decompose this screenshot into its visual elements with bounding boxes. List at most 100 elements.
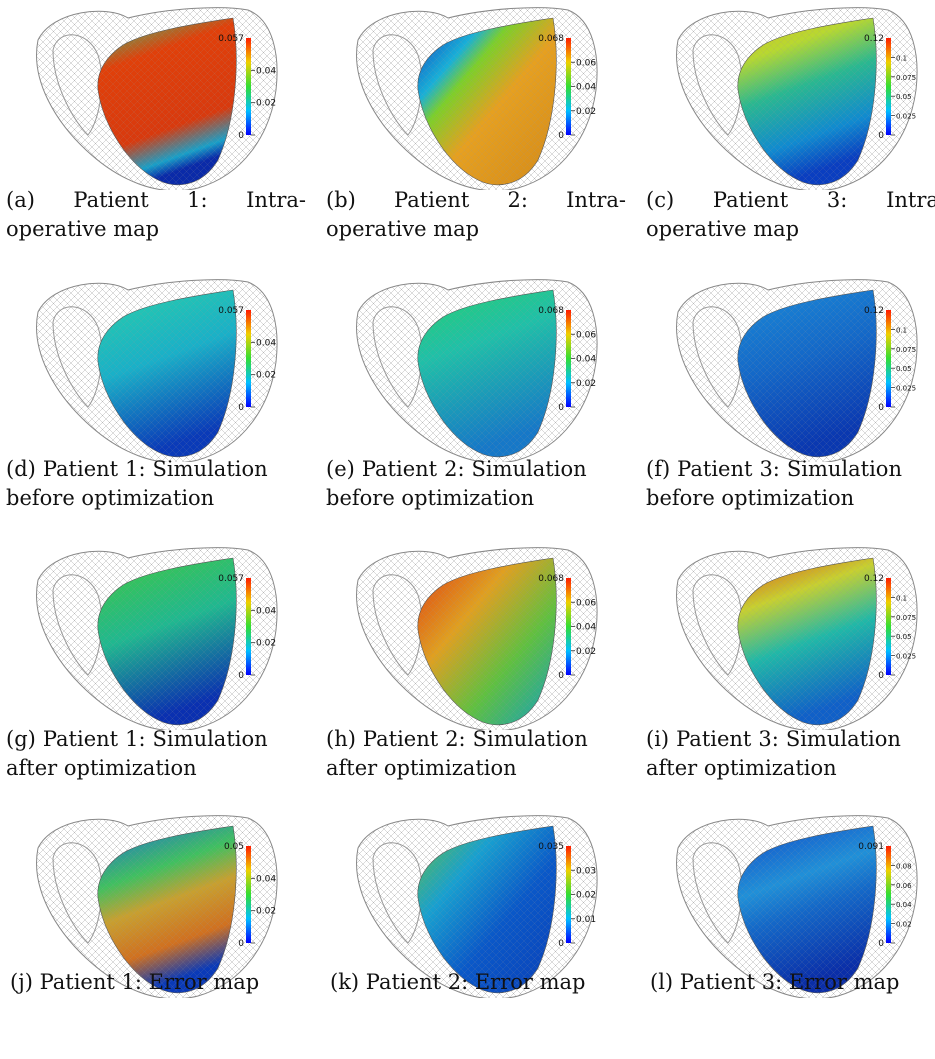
colorbar-tick-label: 0.02 [576, 891, 596, 901]
heart-render-i: 0.12 0.1 0.075 0.05 0.025 0 [676, 547, 918, 730]
colorbar-tick-label: 0.02 [256, 639, 276, 649]
colorbar-tick-label: 0 [878, 671, 884, 681]
colorbar-tick-label: 0.05 [896, 93, 912, 101]
caption-line-1: (e) Patient 2: Simulation [326, 455, 626, 484]
heart-render-f: 0.12 0.1 0.075 0.05 0.025 0 [676, 279, 918, 462]
caption-word: Simulation [472, 727, 588, 751]
colorbar-tick-label: 0.05 [896, 365, 912, 373]
caption-word: (e) [326, 457, 355, 481]
mesh-inner-loop [692, 574, 743, 676]
caption-word: Patient [361, 457, 438, 481]
panel-b: 0.068 0.06 0.04 0.02 0 [328, 0, 628, 190]
caption-word: 2: [444, 457, 465, 481]
caption-word: Patient [73, 188, 149, 212]
colorbar-tick-label: 0.025 [896, 113, 916, 121]
caption-line-2: after optimization [6, 756, 197, 780]
caption-word: 3: [758, 727, 779, 751]
colorbar-tick-label: 0.04 [576, 355, 596, 365]
colorbar-tick-label: 0 [878, 939, 884, 949]
heart-render-c: 0.12 0.1 0.075 0.05 0.025 0 [676, 7, 918, 190]
caption-word: (h) [326, 727, 356, 751]
colorbar-max-label: 0.091 [858, 842, 884, 852]
colorbar [886, 310, 891, 407]
caption-d: (d) Patient 1: Simulation before optimizatio… [6, 455, 306, 513]
panel-j: 0.05 0.04 0.02 0 [8, 808, 308, 998]
colorbar [566, 578, 571, 675]
mesh-inner-loop [372, 842, 423, 944]
colorbar-tick-label: 0.02 [256, 99, 276, 109]
colorbar-tick-label: 0.1 [896, 594, 907, 602]
colorbar [886, 846, 891, 943]
caption-line-1: (f) Patient 3: Simulation [646, 455, 935, 484]
heart-render-b: 0.068 0.06 0.04 0.02 0 [356, 7, 598, 190]
caption-j: (j) Patient 1: Error map [10, 968, 310, 997]
colorbar-tick-label: 0 [238, 671, 244, 681]
colorbar [246, 846, 251, 943]
panel-d: 0.057 0.04 0.02 0 [8, 272, 308, 462]
caption-a: (a) Patient 1: Intra-operative map [6, 186, 306, 244]
mesh-inner-loop [52, 34, 103, 136]
colorbar [246, 310, 251, 407]
caption-h: (h) Patient 2: Simulation after optimization [326, 725, 626, 783]
caption-word: Simulation [785, 727, 901, 751]
caption-line-2: after optimization [646, 756, 837, 780]
colorbar-max-label: 0.068 [538, 574, 564, 584]
caption-word: Intra- [246, 188, 306, 212]
colorbar-tick-label: 0.04 [576, 623, 596, 633]
caption-text: (l) Patient 3: Error map [650, 970, 900, 994]
heart-render-e: 0.068 0.06 0.04 0.02 0 [356, 279, 598, 462]
colorbar-tick-label: 0 [238, 939, 244, 949]
caption-word: Intra- [886, 188, 935, 212]
colorbar-max-label: 0.035 [538, 842, 564, 852]
caption-text: (k) Patient 2: Error map [330, 970, 586, 994]
heart-render-k: 0.035 0.03 0.02 0.01 0 [356, 815, 598, 998]
heart-render-d: 0.057 0.04 0.02 0 [36, 279, 278, 462]
caption-l: (l) Patient 3: Error map [650, 968, 935, 997]
caption-line-2: operative map [6, 217, 160, 241]
mesh-inner-loop [52, 842, 103, 944]
colorbar-tick-label: 0.02 [896, 921, 912, 929]
colorbar [246, 38, 251, 135]
caption-line-2: before optimization [326, 486, 535, 510]
caption-word: Intra- [566, 188, 626, 212]
colorbar [886, 578, 891, 675]
colorbar-tick-label: 0.04 [576, 83, 596, 93]
heart-render-a: 0.057 0.04 0.02 0 [36, 7, 278, 190]
colorbar-tick-label: 0.02 [576, 107, 596, 117]
caption-e: (e) Patient 2: Simulation before optimizatio… [326, 455, 626, 513]
caption-word: 3: [759, 457, 780, 481]
colorbar-tick-label: 0.075 [896, 614, 916, 622]
colorbar-tick-label: 0.06 [896, 882, 912, 890]
caption-word: Patient [362, 727, 439, 751]
mesh-inner-loop [692, 842, 743, 944]
panel-i: 0.12 0.1 0.075 0.05 0.025 0 [648, 540, 935, 730]
colorbar-tick-label: 0.01 [576, 915, 596, 925]
caption-word: Simulation [786, 457, 902, 481]
caption-line-2: operative map [646, 217, 800, 241]
caption-word: 2: [507, 188, 528, 212]
caption-line-1: (a) Patient 1: Intra- [6, 186, 306, 215]
panel-c: 0.12 0.1 0.075 0.05 0.025 0 [648, 0, 935, 190]
colorbar-tick-label: 0.04 [896, 901, 912, 909]
mesh-inner-loop [692, 34, 743, 136]
caption-word: Simulation [152, 727, 268, 751]
caption-g: (g) Patient 1: Simulation after optimization [6, 725, 306, 783]
colorbar-tick-label: 0.075 [896, 74, 916, 82]
colorbar-tick-label: 0 [878, 131, 884, 141]
caption-word: 1: [125, 727, 146, 751]
colorbar-tick-label: 0 [558, 671, 564, 681]
caption-line-1: (i) Patient 3: Simulation [646, 725, 935, 754]
colorbar-tick-label: 0 [878, 403, 884, 413]
colorbar-max-label: 0.12 [864, 574, 884, 584]
colorbar-tick-label: 0.04 [256, 606, 276, 616]
heart-render-l: 0.091 0.08 0.06 0.04 0.02 0 [676, 815, 918, 998]
caption-line-1: (d) Patient 1: Simulation [6, 455, 306, 484]
caption-word: Simulation [471, 457, 587, 481]
mesh-inner-loop [52, 306, 103, 408]
heart-render-h: 0.068 0.06 0.04 0.02 0 [356, 547, 598, 730]
caption-i: (i) Patient 3: Simulation after optimization [646, 725, 935, 783]
caption-word: (f) [646, 457, 671, 481]
caption-c: (c) Patient 3: Intra-operative map [646, 186, 935, 244]
caption-word: (b) [326, 188, 356, 212]
caption-word: Simulation [152, 457, 268, 481]
